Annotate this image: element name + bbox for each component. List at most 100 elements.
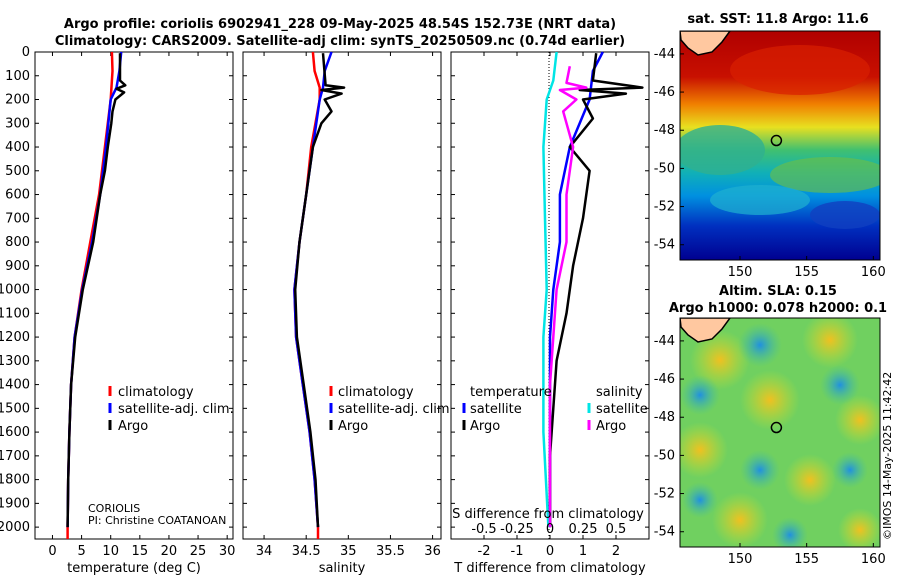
sst-map-title: sat. SST: 11.8 Argo: 11.6 (687, 12, 868, 27)
temperature-axis: 0 5 10 15 20 25 30 (48, 52, 235, 559)
sla-map-ticks: 150 155 160 -44 -46 -48 -50 -52 -54 (654, 334, 886, 567)
legend-sal-satellite-label: satellite (596, 402, 648, 417)
argo-location-marker (770, 421, 783, 434)
map-y-tick-label: -44 (654, 334, 675, 349)
x-tick-label: 0 (48, 544, 56, 559)
y-tick-label: 200 (5, 93, 30, 108)
salinity-legend: climatology satellite-adj. clim. Argo (329, 385, 454, 434)
y-tick-label: 900 (5, 259, 30, 274)
map-x-tick-label: 155 (794, 552, 819, 567)
x-tick-label: 15 (132, 544, 149, 559)
temperature-xlabel: temperature (deg C) (67, 561, 201, 576)
sst-map: sat. SST: 11.8 Argo: 11.6 150 155 160 -44 -4… (654, 12, 886, 280)
difference-yticks (451, 51, 649, 528)
y-tick-label: 100 (5, 69, 30, 84)
salinity-axis: 34 34.5 35 35.5 36 (256, 52, 441, 559)
series-line-salinity-argo (548, 66, 588, 528)
x-tick-label: 10 (102, 544, 119, 559)
series-line-temperature-argo (548, 53, 644, 528)
x-tick-label: 2 (612, 544, 620, 559)
sla-map-title-line1: Altim. SLA: 0.15 (719, 284, 837, 299)
s-tick-label: -0.5 (471, 522, 496, 537)
legend-satellite-label: satellite-adj. clim. (338, 402, 454, 417)
x-tick-label: -2 (478, 544, 491, 559)
series-line-argo (293, 53, 346, 528)
salinity-series (293, 51, 346, 539)
x-tick-label: 0 (546, 544, 554, 559)
sst-map-ticks: 150 155 160 -44 -46 -48 -50 -52 -54 (654, 47, 886, 280)
map-x-tick-label: 160 (861, 552, 886, 567)
legend-temp-argo-label: Argo (470, 419, 500, 434)
difference-legend-temperature: temperature satellite Argo (462, 385, 552, 434)
y-tick-label: 1300 (0, 354, 30, 369)
y-tick-label: 1400 (0, 378, 30, 393)
credit-pi: PI: Christine COATANOAN (88, 514, 226, 527)
map-x-tick-label: 150 (728, 265, 753, 280)
figure-title-line1: Argo profile: coriolis 6902941_228 09-Ma… (64, 17, 616, 32)
x-tick-label: 20 (161, 544, 178, 559)
map-y-tick-label: -54 (654, 238, 675, 253)
y-tick-label: 1700 (0, 449, 30, 464)
difference-panel: -2 -1 0 1 2 T difference from climatology S … (450, 51, 650, 576)
map-x-tick-label: 155 (794, 265, 819, 280)
sla-map-frame (679, 317, 881, 548)
legend-climatology-label: climatology (338, 385, 414, 400)
legend-temp-satellite-label: satellite (470, 402, 522, 417)
legend-argo-label: Argo (118, 419, 148, 434)
salinity-xlabel: salinity (319, 561, 366, 576)
watermark: ©IMOS 14-May-2025 11:42:42 (881, 372, 894, 540)
map-y-tick-label: -46 (654, 372, 675, 387)
y-tick-label: 1200 (0, 330, 30, 345)
y-tick-label: 300 (5, 116, 30, 131)
x-tick-label: 36 (424, 544, 441, 559)
y-tick-label: 700 (5, 211, 30, 226)
legend-satellite-label: satellite-adj. clim. (118, 402, 234, 417)
x-tick-label: 5 (77, 544, 85, 559)
s-tick-label: 0.25 (569, 522, 598, 537)
y-tick-label: 1100 (0, 306, 30, 321)
y-tick-label: 600 (5, 188, 30, 203)
map-y-tick-label: -48 (654, 410, 675, 425)
y-tick-label: 1900 (0, 496, 30, 511)
figure-title-line2: Climatology: CARS2009. Satellite-adj cli… (55, 34, 625, 49)
x-tick-label: 30 (219, 544, 236, 559)
sla-map: Altim. SLA: 0.15 Argo h1000: 0.078 h2000… (654, 284, 887, 567)
y-tick-label: 1800 (0, 473, 30, 488)
difference-top-label: S difference from climatology (452, 507, 644, 522)
difference-series (542, 51, 644, 528)
y-tick-label: 1000 (0, 283, 30, 298)
salinity-yticks (243, 51, 441, 528)
map-x-tick-label: 150 (728, 552, 753, 567)
x-tick-label: -1 (511, 544, 524, 559)
map-y-tick-label: -50 (654, 161, 675, 176)
salinity-panel: 34 34.5 35 35.5 36 salinity climatology sate… (242, 51, 454, 576)
series-line-salinity-satellite (542, 51, 558, 528)
series-line-argo (66, 53, 127, 528)
argo-location-marker (770, 134, 783, 147)
map-y-tick-label: -52 (654, 200, 675, 215)
map-y-tick-label: -48 (654, 123, 675, 138)
difference-legend-salinity: salinity satellite Argo (587, 385, 648, 434)
salinity-axes-box (242, 51, 442, 540)
legend-climatology-label: climatology (118, 385, 194, 400)
y-tick-label: 1500 (0, 401, 30, 416)
map-y-tick-label: -50 (654, 448, 675, 463)
temperature-panel: 0100200300400500600700800900100011001200… (0, 45, 235, 576)
legend-salinity-title: salinity (596, 385, 643, 400)
difference-xlabel: T difference from climatology (453, 561, 646, 576)
map-y-tick-label: -44 (654, 47, 675, 62)
tasmania-landmass (680, 318, 731, 343)
temperature-axes-box (34, 51, 234, 540)
credit-institution: CORIOLIS (88, 502, 140, 515)
sla-map-title-line2: Argo h1000: 0.078 h2000: 0.1 (669, 301, 887, 316)
x-tick-label: 34.5 (292, 544, 321, 559)
y-tick-label: 500 (5, 164, 30, 179)
legend-sal-argo-label: Argo (596, 419, 626, 434)
x-tick-label: 25 (190, 544, 207, 559)
s-difference-ticks: -0.5 -0.25 0 0.25 0.5 (471, 522, 626, 537)
s-tick-label: -0.25 (500, 522, 534, 537)
map-y-tick-label: -54 (654, 525, 675, 540)
legend-temperature-title: temperature (470, 385, 552, 400)
tasmania-landmass (680, 31, 731, 56)
sst-field (680, 31, 880, 260)
